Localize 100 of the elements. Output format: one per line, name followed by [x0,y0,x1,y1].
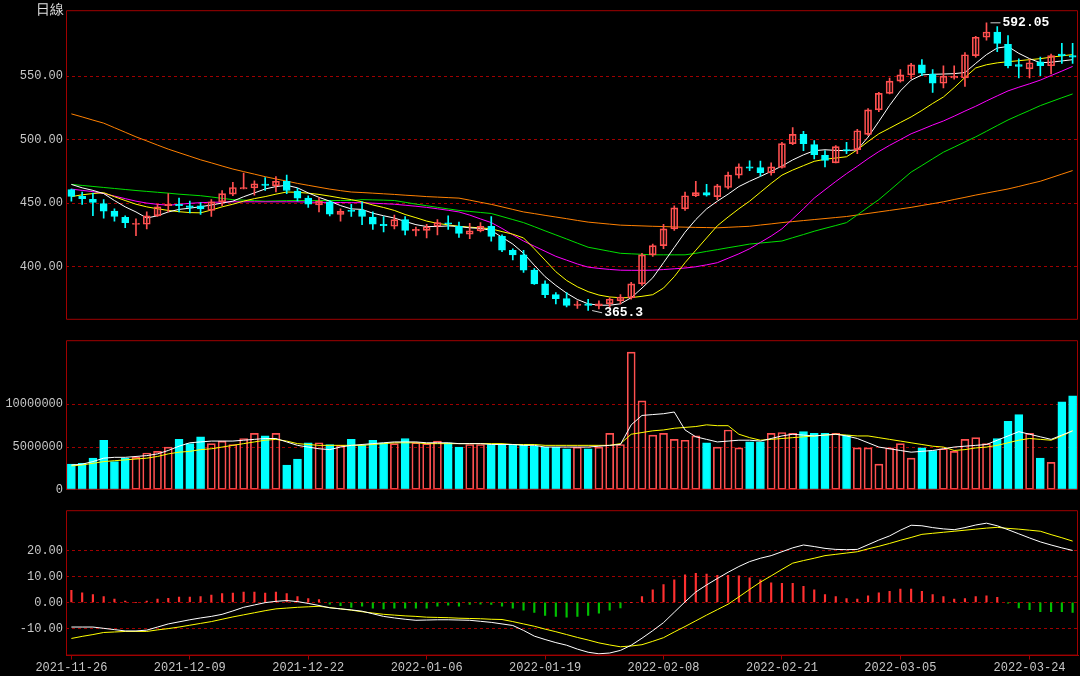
bar [113,598,116,603]
bar [529,445,539,490]
x-tick-label: 2022-02-21 [745,660,818,675]
candlestick [1014,58,1023,79]
bar [544,602,547,616]
bar [379,442,388,490]
bar [522,602,525,611]
bar [888,590,891,603]
bar [110,461,119,490]
candlestick [78,191,86,205]
bar [996,597,999,603]
bar [91,594,94,603]
bar [508,444,518,490]
bar [540,446,550,490]
bar [497,445,507,490]
bar [834,596,837,603]
annotation: 592.05 [1002,15,1050,31]
x-tick-label: 2021-12-09 [153,660,226,675]
bar [942,596,945,603]
bar [985,595,988,603]
bar [802,585,805,603]
bar [727,575,730,603]
candlestick [444,215,453,230]
bar [842,434,851,490]
bar [799,431,808,490]
bar [99,439,109,490]
candlestick [261,177,269,191]
candlestick [89,192,97,217]
y-tick-label: 500.00 [19,132,63,147]
bar [519,445,528,490]
bar [910,588,913,603]
bar [70,590,73,603]
y-tick-label: 450.00 [19,196,63,211]
bar [120,457,130,490]
bar [597,602,600,614]
bar [443,442,453,490]
candlestick [584,298,592,311]
bar [221,593,224,603]
chart-title: 日線 [36,1,64,19]
bar [928,450,937,490]
bar [282,464,292,490]
bar [780,583,784,603]
bar [992,438,1002,490]
bar [673,579,676,603]
x-tick-label: 2022-01-06 [390,660,463,675]
y-tick-label: 400.00 [19,259,63,274]
x-tick-label: 2022-03-05 [864,660,937,675]
bar [899,588,902,603]
candlestick [185,200,194,214]
bar [619,602,622,609]
bar [756,441,765,490]
y-tick-label: 0 [55,482,63,497]
bar [260,435,270,490]
bar [436,602,439,607]
bar [877,592,880,603]
bar [791,583,794,603]
bar [702,442,711,490]
bar [662,584,665,603]
bar [325,444,335,490]
bar [1068,395,1077,490]
bar [81,592,84,603]
bar [640,596,644,603]
bar [583,448,593,490]
bar [920,590,923,603]
bar [196,436,205,490]
bar [770,582,773,603]
bar [533,602,536,613]
bar [1028,602,1031,610]
bar [357,445,367,490]
bar [350,602,353,608]
candlestick [164,193,173,213]
y-tick-label: 20.00 [26,543,63,558]
bar [303,442,313,490]
bar [823,594,827,603]
bar [339,602,342,607]
bar [293,458,302,490]
bar [587,602,590,616]
x-tick-label: 2022-03-24 [993,660,1066,675]
y-tick-label: 10000000 [5,397,63,412]
bar [551,446,561,490]
bar [565,602,568,618]
bar [745,441,754,490]
bar [562,448,571,490]
bar [67,463,76,490]
bar [974,596,977,603]
y-tick-label: -10.00 [19,621,63,636]
bar [156,598,159,603]
bar [486,444,496,490]
y-tick-label: 0.00 [34,595,63,610]
y-tick-label: 10.00 [26,569,63,584]
bar [102,596,105,603]
x-tick-label: 2021-11-26 [35,660,108,675]
bar [845,598,848,603]
bar [1035,457,1045,490]
x-tick-label: 2022-01-19 [509,660,582,675]
x-tick-label: 2021-12-22 [272,660,345,675]
bar [185,443,195,490]
bar [554,602,557,617]
bar [1071,602,1074,613]
annotation: 365.3 [604,305,644,321]
